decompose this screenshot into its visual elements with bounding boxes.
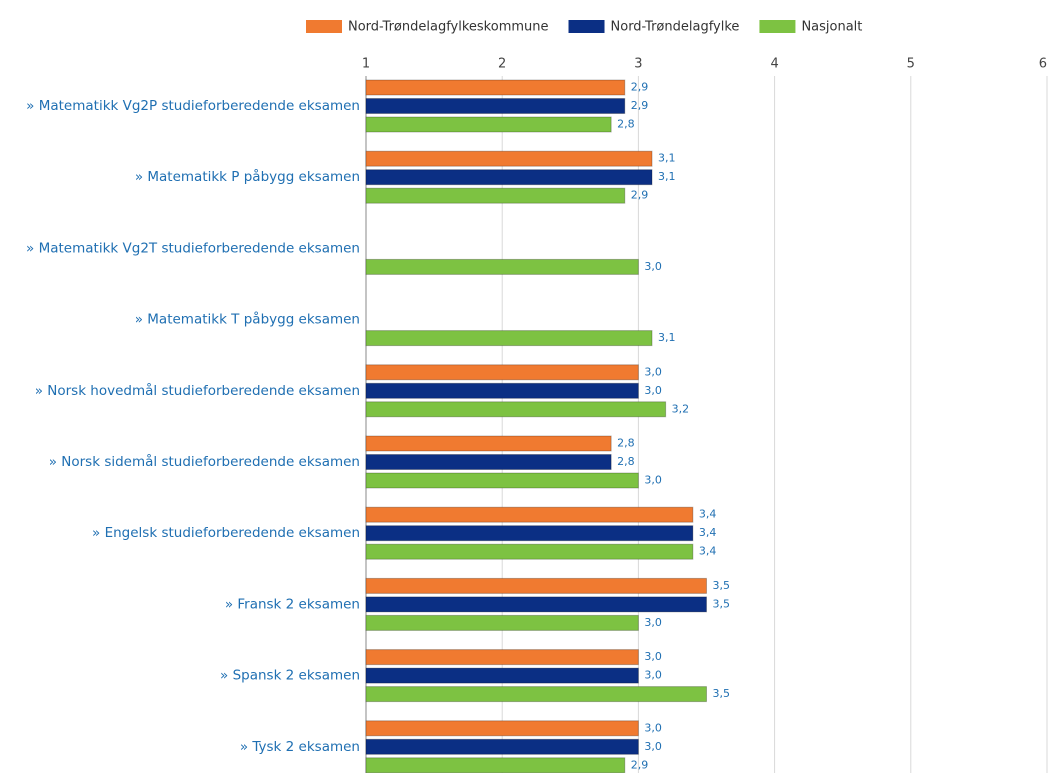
bar xyxy=(365,79,626,96)
category-label: » Matematikk T påbygg eksamen xyxy=(135,311,360,328)
bar xyxy=(365,116,612,133)
value-label: 2,8 xyxy=(617,118,635,131)
legend-swatch xyxy=(759,20,796,33)
value-label: 2,8 xyxy=(617,437,635,450)
value-label: 2,9 xyxy=(631,81,649,94)
x-tick-label: 2 xyxy=(498,57,506,72)
category-label: » Tysk 2 eksamen xyxy=(240,739,360,755)
value-label: 3,4 xyxy=(699,545,717,558)
value-label: 2,9 xyxy=(631,189,649,202)
bar xyxy=(365,364,639,381)
bar xyxy=(365,686,707,703)
value-label: 3,0 xyxy=(644,365,662,378)
x-tick-label: 5 xyxy=(907,57,915,72)
legend-label: Nasjonalt xyxy=(801,20,862,35)
value-label: 3,1 xyxy=(658,152,676,165)
bar xyxy=(365,649,639,666)
bar xyxy=(365,543,694,560)
value-label: 3,4 xyxy=(699,526,717,539)
x-tick-label: 6 xyxy=(1039,57,1047,72)
value-label: 3,1 xyxy=(658,331,676,344)
value-label: 3,2 xyxy=(672,402,690,415)
legend-label: Nord-Trøndelagfylke xyxy=(611,20,740,35)
category-label: » Fransk 2 eksamen xyxy=(225,596,360,612)
bar xyxy=(365,614,639,631)
bar xyxy=(365,382,639,399)
legend-label: Nord-Trøndelagfylkeskommune xyxy=(348,20,549,35)
bar xyxy=(365,525,694,542)
x-tick-label: 3 xyxy=(634,57,642,72)
category-label: » Engelsk studieforberedende eksamen xyxy=(92,525,360,541)
x-tick-label: 4 xyxy=(770,57,778,72)
bar xyxy=(365,667,639,684)
bar xyxy=(365,435,612,452)
value-label: 3,0 xyxy=(644,650,662,663)
value-label: 3,0 xyxy=(644,384,662,397)
bar xyxy=(365,98,626,114)
bar xyxy=(365,258,639,275)
bar xyxy=(365,577,707,594)
value-label: 3,5 xyxy=(713,579,731,592)
category-label: » Spansk 2 eksamen xyxy=(220,668,360,684)
category-label: » Matematikk Vg2P studieforberedende eks… xyxy=(26,98,360,114)
value-label: 3,0 xyxy=(644,669,662,682)
bar xyxy=(365,757,626,773)
legend-swatch xyxy=(568,20,605,33)
bar xyxy=(365,187,626,204)
value-label: 2,8 xyxy=(617,455,635,468)
value-label: 3,0 xyxy=(644,474,662,487)
value-label: 2,9 xyxy=(631,99,649,112)
bar xyxy=(365,454,612,470)
value-label: 3,1 xyxy=(658,170,676,183)
bar xyxy=(365,330,653,347)
bar xyxy=(365,506,694,523)
category-label: » Norsk sidemål studieforberedende eksam… xyxy=(49,453,360,470)
value-label: 3,5 xyxy=(713,687,731,700)
x-tick-label: 1 xyxy=(362,57,370,72)
category-label: » Matematikk P påbygg eksamen xyxy=(135,168,360,185)
value-label: 3,5 xyxy=(713,597,731,610)
category-label: » Norsk hovedmål studieforberedende eksa… xyxy=(35,382,360,399)
value-label: 3,0 xyxy=(644,740,662,753)
category-label: » Matematikk Vg2T studieforberedende eks… xyxy=(26,240,360,256)
value-label: 3,0 xyxy=(644,721,662,734)
bar xyxy=(365,472,639,489)
value-label: 3,0 xyxy=(644,616,662,629)
bar xyxy=(365,720,639,737)
legend-swatch xyxy=(306,20,342,33)
bar xyxy=(365,401,667,418)
bar xyxy=(365,169,653,186)
value-label: 3,0 xyxy=(644,260,662,273)
bar xyxy=(365,738,639,755)
value-label: 3,4 xyxy=(699,508,717,521)
bar xyxy=(365,596,707,613)
bar xyxy=(365,150,653,167)
value-label: 2,9 xyxy=(631,758,649,771)
